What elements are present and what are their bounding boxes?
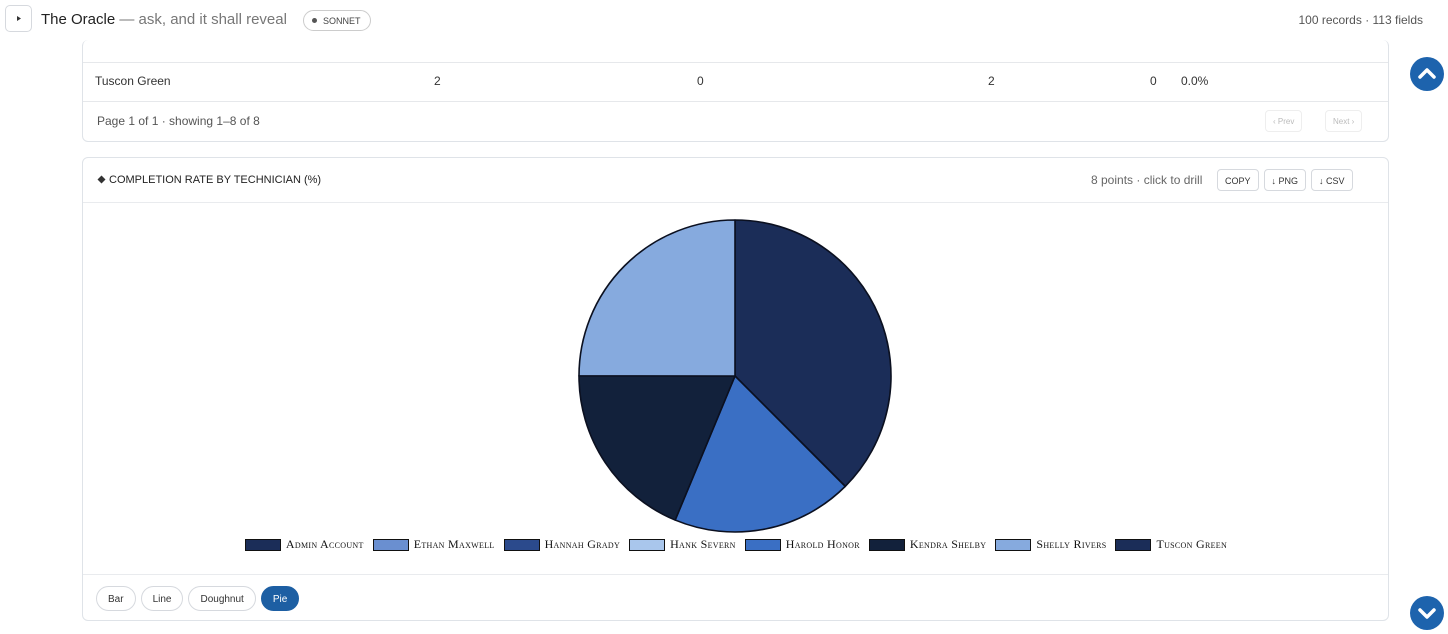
badge-text: SONNET bbox=[323, 16, 361, 26]
legend-swatch bbox=[744, 538, 781, 551]
stats: 100 records · 113 fields bbox=[1298, 13, 1423, 27]
pie-slice bbox=[578, 219, 736, 377]
legend-label: Kendra Shelby bbox=[909, 537, 987, 551]
pie-chart bbox=[578, 219, 892, 533]
cell: 0 bbox=[1150, 74, 1157, 88]
legend-label: Shelly Rivers bbox=[1036, 537, 1107, 551]
scroll-up-button[interactable] bbox=[1409, 56, 1445, 92]
card-info: 8 points · click to drill bbox=[1091, 173, 1203, 187]
legend-item[interactable]: Harold Honor bbox=[744, 537, 860, 552]
legend-swatch bbox=[629, 538, 666, 551]
pie-slice bbox=[674, 375, 847, 533]
legend-swatch bbox=[372, 538, 409, 551]
legend-label: Tuscon Green bbox=[1156, 537, 1228, 551]
card-title: COMPLETION RATE BY TECHNICIAN (%) bbox=[109, 174, 322, 186]
legend-swatch bbox=[1115, 538, 1152, 551]
cell: 2 bbox=[988, 74, 995, 88]
card-button[interactable]: ↓ CSV bbox=[1311, 169, 1353, 191]
prev-button[interactable]: ‹ Prev bbox=[1265, 110, 1303, 132]
table-card: Tuscon Green 2 0 2 0 0.0% Page 1 of 1 · … bbox=[82, 40, 1389, 142]
card-buttons: COPY ↓ PNG ↓ CSV bbox=[1217, 169, 1353, 191]
row-divider bbox=[83, 101, 1388, 102]
cell: Tuscon Green bbox=[95, 74, 171, 88]
chart-area: Admin Account Ethan Maxwell Hannah Grady Ha… bbox=[83, 203, 1389, 574]
legend-label: Hank Severn bbox=[670, 537, 736, 551]
card-button[interactable]: COPY bbox=[1217, 169, 1259, 191]
row-divider bbox=[83, 62, 1388, 63]
legend: Admin Account Ethan Maxwell Hannah Grady Ha… bbox=[83, 537, 1389, 552]
pie-slice bbox=[734, 219, 892, 488]
legend-item[interactable]: Hannah Grady bbox=[503, 537, 621, 552]
chart-card: COMPLETION RATE BY TECHNICIAN (%) 8 poin… bbox=[82, 157, 1389, 621]
next-button[interactable]: Next › bbox=[1325, 110, 1363, 132]
header-divider bbox=[83, 202, 1388, 203]
legend-item[interactable]: Tuscon Green bbox=[1115, 537, 1227, 552]
subtitle: — ask, and it shall reveal bbox=[119, 11, 287, 28]
card-title-wrap: COMPLETION RATE BY TECHNICIAN (%) bbox=[97, 174, 321, 186]
legend-label: Hannah Grady bbox=[544, 537, 621, 551]
footer-divider bbox=[83, 574, 1388, 575]
legend-label: Ethan Maxwell bbox=[413, 537, 495, 551]
model-badge: SONNET bbox=[303, 10, 371, 31]
legend-swatch bbox=[868, 538, 905, 551]
chart-type-button[interactable]: Pie bbox=[260, 586, 300, 611]
app-title: The Oracle — ask, and it shall reveal bbox=[41, 11, 287, 28]
pagination-info: Page 1 of 1 · showing 1–8 of 8 bbox=[97, 114, 260, 128]
legend-label: Harold Honor bbox=[785, 537, 860, 551]
toggle-button[interactable] bbox=[5, 5, 32, 32]
chart-type-button[interactable]: Line bbox=[140, 586, 184, 611]
chart-type-switcher: Bar Line Doughnut Pie bbox=[96, 586, 304, 611]
cell: 0 bbox=[697, 74, 704, 88]
legend-swatch bbox=[503, 538, 540, 551]
title: The Oracle bbox=[41, 11, 116, 28]
chart-type-button[interactable]: Doughnut bbox=[188, 586, 256, 611]
card-button[interactable]: ↓ PNG bbox=[1263, 169, 1307, 191]
legend-label: Admin Account bbox=[285, 537, 364, 551]
cell: 2 bbox=[434, 74, 441, 88]
legend-swatch bbox=[244, 538, 281, 551]
legend-item[interactable]: Ethan Maxwell bbox=[372, 537, 495, 552]
scroll-down-button[interactable] bbox=[1409, 595, 1445, 631]
legend-item[interactable]: Kendra Shelby bbox=[868, 537, 987, 552]
play-icon bbox=[17, 16, 21, 21]
cell: 0.0% bbox=[1181, 74, 1209, 88]
chart-type-button[interactable]: Bar bbox=[96, 586, 136, 611]
pie-slice bbox=[578, 375, 736, 521]
legend-item[interactable]: Hank Severn bbox=[629, 537, 736, 552]
title-icon bbox=[97, 175, 106, 184]
legend-swatch bbox=[995, 538, 1032, 551]
legend-item[interactable]: Admin Account bbox=[244, 537, 364, 552]
legend-item[interactable]: Shelly Rivers bbox=[995, 537, 1106, 552]
